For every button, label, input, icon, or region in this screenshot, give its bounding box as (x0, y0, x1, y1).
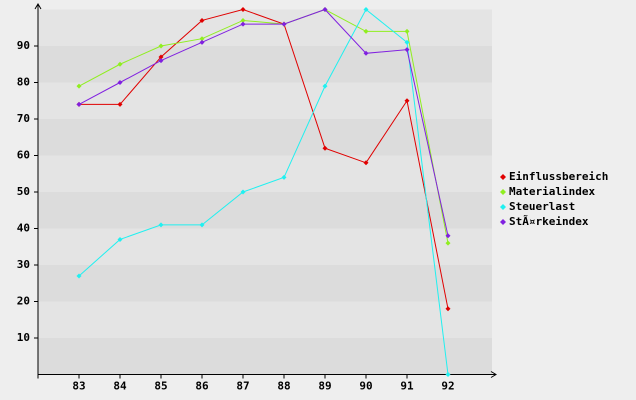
x-tick-label: 86 (195, 380, 209, 393)
series-line (78, 8, 449, 375)
data-point (158, 43, 164, 49)
y-tick-label: 70 (17, 112, 30, 125)
legend-marker (500, 174, 506, 180)
data-point (76, 101, 82, 107)
x-tick-label: 85 (154, 380, 167, 393)
y-tick-label: 40 (17, 222, 30, 235)
data-point (363, 160, 369, 166)
y-tick-label: 50 (17, 185, 30, 198)
data-point (240, 189, 246, 195)
y-tick-label: 60 (17, 149, 30, 162)
data-point (363, 50, 369, 56)
data-point (199, 36, 205, 42)
data-point (76, 273, 82, 279)
data-point (240, 17, 246, 23)
data-point (322, 145, 328, 151)
legend-label: Einflussbereich (509, 170, 608, 183)
x-tick-label: 91 (400, 380, 414, 393)
data-point (199, 39, 205, 45)
data-point (76, 83, 82, 89)
data-point (158, 58, 164, 64)
grid-band (38, 82, 492, 119)
series-line (79, 8, 449, 309)
grid-band (38, 265, 492, 302)
data-point (445, 240, 451, 246)
data-point (199, 17, 205, 23)
data-point (322, 7, 328, 12)
x-tick-label: 92 (441, 380, 454, 393)
y-axis-arrow (34, 3, 42, 10)
grid-band (38, 9, 492, 46)
data-point (363, 28, 369, 34)
data-point (281, 174, 287, 180)
y-tick-label: 90 (17, 39, 30, 52)
legend-marker (500, 204, 506, 210)
data-point (240, 21, 246, 27)
x-tick-label: 88 (277, 380, 290, 393)
grid-band (38, 192, 492, 229)
legend-marker (500, 189, 506, 195)
data-point (158, 222, 164, 228)
data-point (158, 54, 164, 60)
x-tick-label: 87 (236, 380, 249, 393)
grid-band (38, 338, 492, 375)
series-line (78, 8, 449, 244)
x-tick-label: 89 (318, 380, 331, 393)
data-point (404, 28, 410, 34)
y-tick-label: 80 (17, 76, 30, 89)
legend-label: Steuerlast (509, 200, 575, 213)
y-tick-label: 30 (17, 258, 30, 271)
y-tick-label: 10 (17, 331, 30, 344)
data-point (363, 7, 369, 12)
data-point (240, 7, 246, 12)
legend-label: StÃ¤rkeindex (509, 215, 589, 228)
data-point (445, 233, 451, 239)
y-tick-label: 20 (17, 295, 30, 308)
data-point (117, 236, 123, 242)
data-point (445, 372, 451, 377)
data-point (404, 47, 410, 53)
x-axis-arrow (490, 371, 497, 378)
data-point (117, 61, 123, 67)
data-point (117, 80, 123, 85)
data-point (322, 83, 328, 89)
data-point (404, 39, 410, 45)
x-tick-label: 90 (359, 380, 372, 393)
grid-band (38, 155, 492, 192)
x-tick-label: 84 (113, 380, 127, 393)
data-point (445, 306, 451, 312)
data-point (199, 222, 205, 228)
legend-marker (500, 219, 506, 225)
data-point (281, 21, 287, 27)
series-line (78, 8, 449, 236)
grid-band (38, 301, 492, 338)
legend-label: Materialindex (509, 185, 595, 198)
grid-band (38, 46, 492, 83)
data-point (404, 98, 410, 104)
x-tick-label: 83 (72, 380, 85, 393)
grid-band (38, 228, 492, 265)
data-point (117, 101, 123, 107)
